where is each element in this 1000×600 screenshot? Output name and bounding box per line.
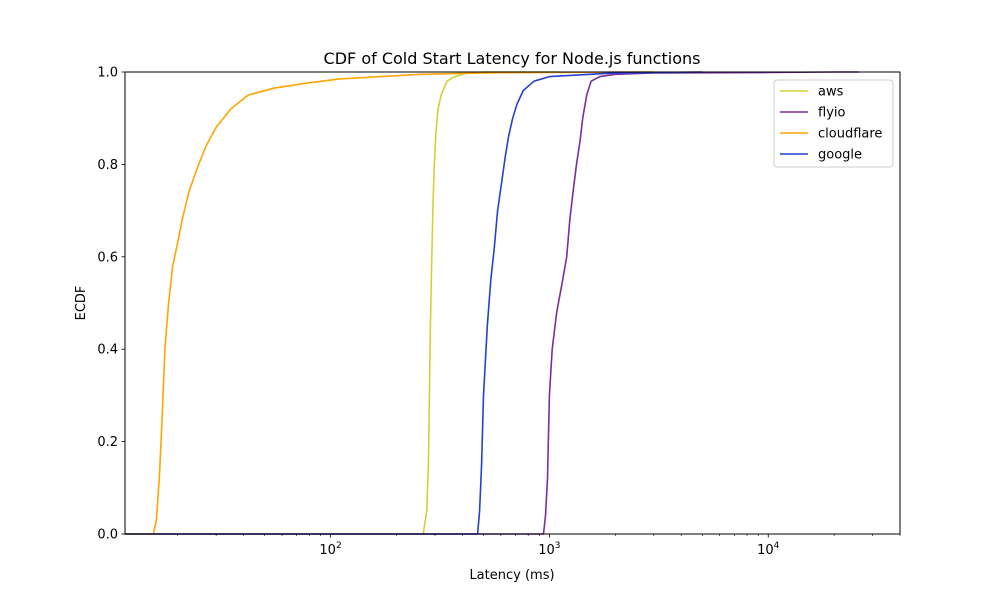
y-tick-label: 1.0	[97, 66, 118, 81]
legend: aws flyio cloudflare google	[773, 79, 894, 168]
y-tick-label: 0.6	[97, 250, 118, 265]
x-tick-label: 102	[319, 541, 341, 558]
x-tick-label: 103	[538, 541, 560, 558]
plot-background	[125, 72, 900, 534]
plot-frame	[124, 71, 901, 535]
x-axis: 102 103 104	[177, 534, 901, 558]
legend-label-google: google	[818, 148, 862, 163]
series-line-cloudflare	[125, 71, 654, 535]
legend-label-flyio: flyio	[818, 106, 845, 121]
y-tick-label: 0.2	[97, 435, 118, 450]
legend-label-cloudflare: cloudflare	[818, 127, 882, 142]
y-tick-label: 0.8	[97, 158, 118, 173]
series-line-flyio	[125, 71, 860, 535]
chart-title: CDF of Cold Start Latency for Node.js fu…	[324, 49, 701, 68]
x-tick-label: 104	[757, 541, 780, 558]
y-tick-label: 0.0	[97, 528, 118, 543]
legend-label-aws: aws	[818, 85, 844, 100]
series-line-google	[125, 71, 703, 535]
plot-area	[124, 71, 901, 535]
y-axis-label: ECDF	[74, 286, 89, 321]
y-axis: 0.0 0.2 0.4 0.6 0.8 1.0	[97, 66, 125, 543]
legend-box	[773, 79, 894, 168]
y-tick-label: 0.4	[97, 343, 118, 358]
x-axis-label: Latency (ms)	[469, 568, 554, 583]
